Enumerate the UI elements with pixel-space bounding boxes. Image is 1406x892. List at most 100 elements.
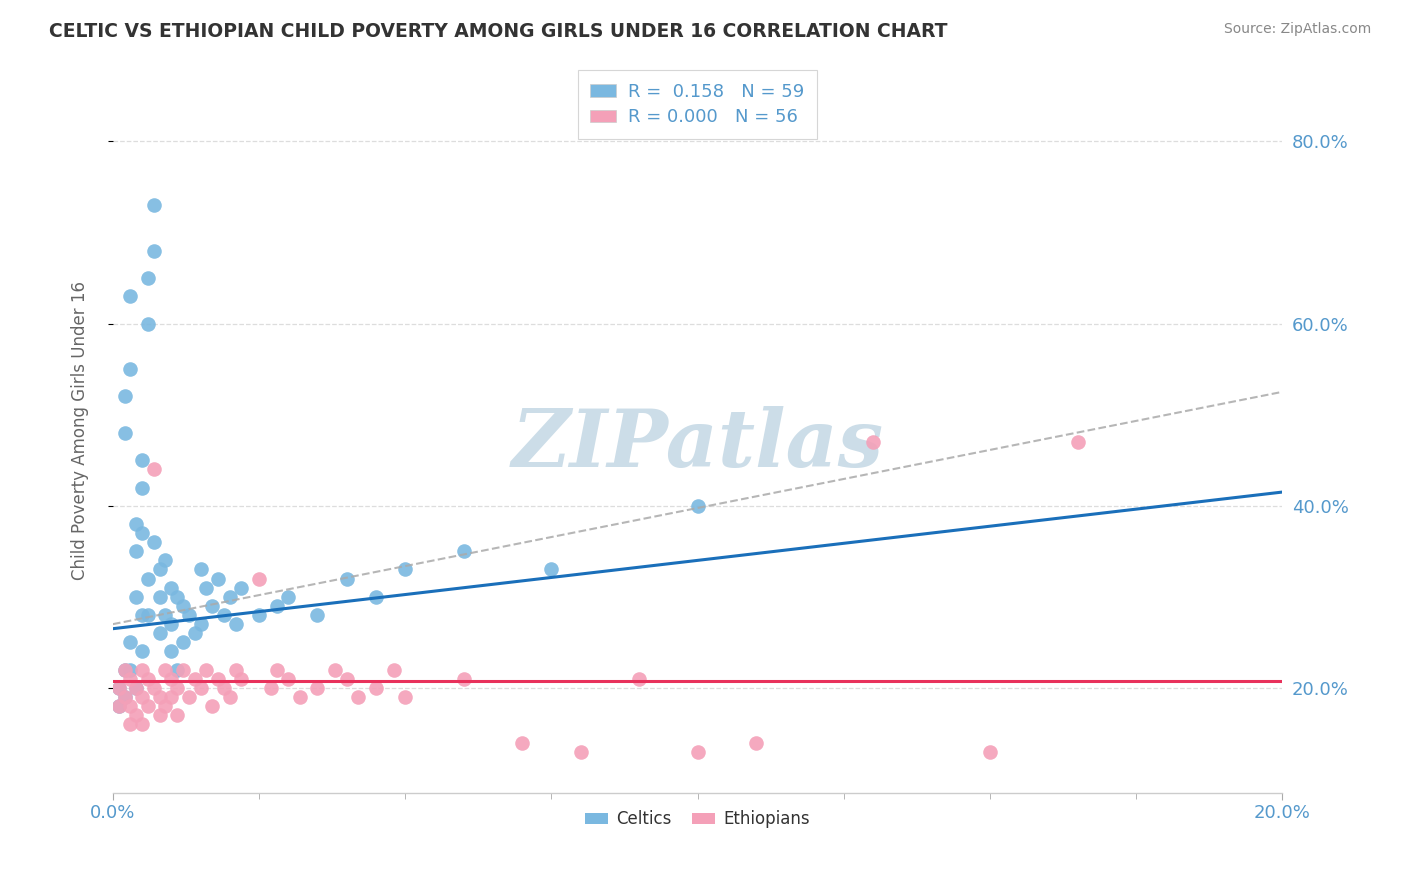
Point: [136, 572, 159, 586]
Text: CELTIC VS ETHIOPIAN CHILD POVERTY AMONG GIRLS UNDER 16 CORRELATION CHART: CELTIC VS ETHIOPIAN CHILD POVERTY AMONG …: [49, 22, 948, 41]
Point: [142, 462, 165, 476]
Point: [120, 635, 142, 649]
Point: [131, 663, 153, 677]
Point: [394, 690, 416, 704]
Point: [114, 663, 136, 677]
Point: [183, 672, 205, 686]
Point: [628, 672, 651, 686]
Point: [160, 690, 183, 704]
Point: [131, 608, 153, 623]
Point: [364, 590, 387, 604]
Point: [149, 562, 172, 576]
Point: [862, 434, 884, 449]
Point: [125, 544, 148, 558]
Point: [225, 617, 247, 632]
Point: [195, 663, 218, 677]
Point: [190, 562, 212, 576]
Point: [347, 690, 370, 704]
Point: [190, 681, 212, 695]
Point: [686, 745, 709, 759]
Point: [207, 672, 229, 686]
Point: [131, 481, 153, 495]
Point: [307, 681, 329, 695]
Point: [142, 535, 165, 549]
Point: [382, 663, 405, 677]
Point: [107, 699, 129, 714]
Point: [453, 544, 475, 558]
Y-axis label: Child Poverty Among Girls Under 16: Child Poverty Among Girls Under 16: [72, 281, 89, 580]
Point: [125, 708, 148, 723]
Point: [136, 317, 159, 331]
Point: [218, 690, 240, 704]
Point: [114, 389, 136, 403]
Text: Source: ZipAtlas.com: Source: ZipAtlas.com: [1223, 22, 1371, 37]
Point: [686, 499, 709, 513]
Point: [979, 745, 1001, 759]
Point: [155, 663, 177, 677]
Point: [166, 663, 188, 677]
Point: [136, 672, 159, 686]
Point: [277, 672, 299, 686]
Point: [266, 663, 288, 677]
Point: [201, 699, 224, 714]
Point: [195, 581, 218, 595]
Point: [125, 590, 148, 604]
Point: [131, 644, 153, 658]
Point: [307, 608, 329, 623]
Point: [149, 690, 172, 704]
Point: [136, 271, 159, 285]
Point: [364, 681, 387, 695]
Point: [114, 425, 136, 440]
Point: [155, 553, 177, 567]
Point: [247, 608, 270, 623]
Point: [166, 681, 188, 695]
Point: [149, 590, 172, 604]
Point: [225, 663, 247, 677]
Point: [155, 608, 177, 623]
Point: [336, 672, 359, 686]
Point: [231, 672, 253, 686]
Point: [120, 663, 142, 677]
Point: [277, 590, 299, 604]
Point: [266, 599, 288, 613]
Point: [207, 572, 229, 586]
Point: [336, 572, 359, 586]
Point: [177, 690, 200, 704]
Point: [149, 626, 172, 640]
Point: [114, 663, 136, 677]
Point: [323, 663, 346, 677]
Point: [540, 562, 562, 576]
Point: [125, 681, 148, 695]
Point: [107, 699, 129, 714]
Point: [125, 516, 148, 531]
Legend: Celtics, Ethiopians: Celtics, Ethiopians: [578, 804, 817, 835]
Point: [120, 362, 142, 376]
Point: [120, 672, 142, 686]
Point: [142, 198, 165, 212]
Point: [172, 635, 194, 649]
Point: [745, 735, 768, 749]
Point: [166, 590, 188, 604]
Point: [212, 608, 235, 623]
Point: [120, 699, 142, 714]
Point: [172, 599, 194, 613]
Point: [510, 735, 533, 749]
Text: ZIPatlas: ZIPatlas: [512, 407, 883, 483]
Point: [131, 690, 153, 704]
Point: [212, 681, 235, 695]
Point: [120, 717, 142, 731]
Point: [160, 617, 183, 632]
Point: [218, 590, 240, 604]
Point: [120, 289, 142, 303]
Point: [288, 690, 311, 704]
Point: [260, 681, 283, 695]
Point: [569, 745, 592, 759]
Point: [114, 690, 136, 704]
Point: [201, 599, 224, 613]
Point: [136, 699, 159, 714]
Point: [1066, 434, 1088, 449]
Point: [131, 526, 153, 541]
Point: [114, 690, 136, 704]
Point: [247, 572, 270, 586]
Point: [166, 708, 188, 723]
